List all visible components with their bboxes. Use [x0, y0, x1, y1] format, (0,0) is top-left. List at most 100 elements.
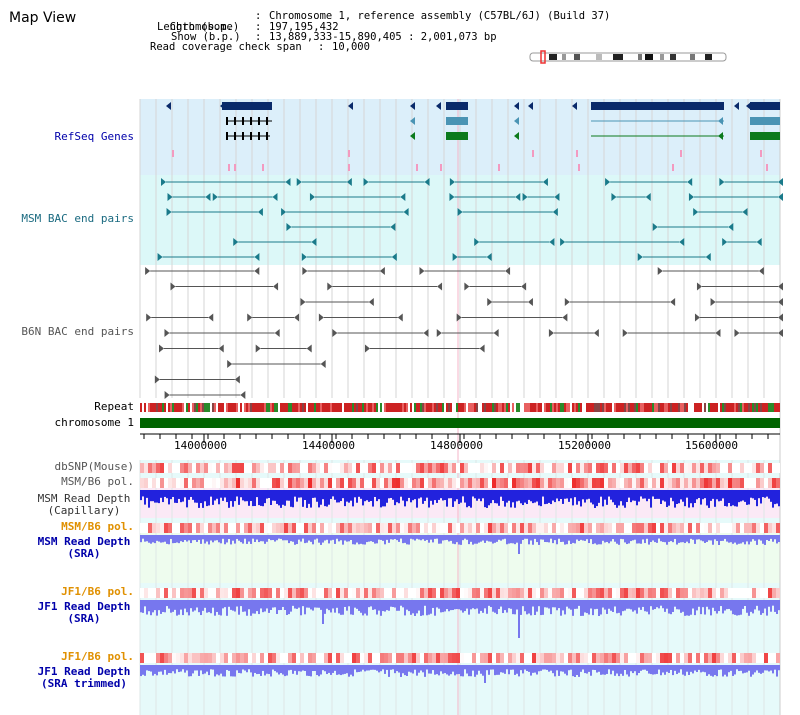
read-depth-bar: [540, 535, 542, 540]
polymorphism-heat-cell: [280, 523, 284, 533]
track-label-jf1-b6-pol-1[interactable]: JF1/B6 pol.: [61, 585, 134, 598]
track-label-jf1-depth-sra[interactable]: JF1 Read Depth (SRA): [28, 601, 140, 625]
polymorphism-heat-cell: [208, 588, 212, 598]
bac-end-marker: [694, 313, 700, 322]
polymorphism-heat-cell: [220, 478, 224, 488]
polymorphism-heat-cell: [588, 478, 592, 488]
polymorphism-heat-cell: [148, 523, 152, 533]
read-depth-bar: [590, 600, 592, 609]
read-depth-bar: [282, 600, 284, 607]
read-depth-bar: [324, 600, 326, 614]
read-depth-bar: [544, 600, 546, 608]
polymorphism-heat-cell: [312, 653, 316, 663]
repeat-segment: [714, 403, 716, 412]
repeat-segment: [562, 403, 564, 412]
read-depth-bar: [558, 490, 560, 502]
read-depth-bar: [424, 535, 426, 541]
read-depth-bar: [706, 490, 708, 506]
polymorphism-heat-cell: [392, 463, 396, 473]
polymorphism-heat-cell: [324, 478, 328, 488]
read-depth-bar: [454, 600, 456, 610]
polymorphism-heat-cell: [200, 653, 204, 663]
read-depth-bar: [178, 490, 180, 499]
read-depth-bar: [232, 535, 234, 541]
read-depth-bar: [412, 490, 414, 501]
chromosome-bar: [140, 418, 780, 428]
bac-end-marker: [542, 178, 548, 186]
read-depth-bar: [630, 600, 632, 610]
read-depth-bar: [576, 665, 578, 675]
read-depth-bar: [364, 535, 366, 545]
read-depth-bar: [714, 490, 716, 507]
bac-end-marker: [306, 344, 312, 353]
read-depth-bar: [700, 535, 702, 541]
track-label-refseq[interactable]: RefSeq Genes: [54, 130, 134, 143]
bac-end-marker: [521, 282, 527, 291]
read-depth-bar: [166, 490, 168, 499]
polymorphism-heat-cell: [484, 653, 488, 663]
track-label-chromosome[interactable]: chromosome 1: [54, 416, 134, 429]
read-depth-bar: [352, 535, 354, 545]
read-depth-bar: [378, 535, 380, 540]
read-depth-bar: [608, 600, 610, 609]
read-depth-bar: [440, 490, 442, 499]
read-depth-bar: [610, 535, 612, 542]
read-depth-bar: [558, 535, 560, 539]
polymorphism-heat-cell: [396, 478, 400, 488]
polymorphism-heat-cell: [740, 523, 744, 533]
read-depth-bar: [488, 600, 490, 606]
polymorphism-heat-cell: [192, 478, 196, 488]
read-depth-bar: [366, 600, 368, 616]
track-label-msm-bac[interactable]: MSM BAC end pairs: [21, 212, 134, 225]
polymorphism-heat-cell: [284, 653, 288, 663]
polymorphism-heat-cell: [468, 588, 472, 598]
polymorphism-heat-cell: [648, 653, 652, 663]
polymorphism-heat-cell: [212, 463, 216, 473]
read-depth-bar: [320, 490, 322, 505]
polymorphism-heat-cell: [260, 463, 264, 473]
polymorphism-heat-cell: [316, 478, 320, 488]
track-label-repeat[interactable]: Repeat: [94, 400, 134, 413]
polymorphism-heat-cell: [464, 478, 468, 488]
track-label-msm-depth-capillary[interactable]: MSM Read Depth (Capillary): [28, 493, 140, 517]
read-depth-bar: [488, 665, 490, 675]
polymorphism-heat-cell: [424, 653, 428, 663]
track-label-jf1-b6-pol-2[interactable]: JF1/B6 pol.: [61, 650, 134, 663]
read-depth-bar: [154, 535, 156, 544]
read-depth-bar: [554, 665, 556, 677]
repeat-segment: [470, 403, 472, 412]
read-depth-bar: [290, 600, 292, 612]
read-depth-bar: [554, 600, 556, 608]
polymorphism-heat-cell: [500, 588, 504, 598]
polymorphism-heat-cell: [604, 478, 608, 488]
polymorphism-heat-cell: [376, 588, 380, 598]
track-label-jf1-depth-trimmed[interactable]: JF1 Read Depth (SRA trimmed): [28, 666, 140, 690]
track-label-msm-b6-pol-2[interactable]: MSM/B6 pol.: [61, 520, 134, 533]
read-depth-bar: [290, 535, 292, 542]
track-label-msm-b6-pol-1[interactable]: MSM/B6 pol.: [61, 475, 134, 488]
read-depth-bar: [240, 490, 242, 498]
read-depth-bar: [368, 600, 370, 608]
read-depth-bar: [752, 600, 754, 614]
polymorphism-heat-cell: [488, 653, 492, 663]
polymorphism-heat-cell: [212, 653, 216, 663]
polymorphism-heat-cell: [700, 588, 704, 598]
read-depth-bar: [598, 600, 600, 616]
length-sep: :: [255, 21, 262, 33]
read-depth-bar: [222, 535, 224, 539]
polymorphism-heat-cell: [328, 588, 332, 598]
repeat-segment: [626, 403, 628, 412]
track-label-dbsnp[interactable]: dbSNP(Mouse): [54, 460, 134, 473]
polymorphism-heat-cell: [508, 463, 512, 473]
read-depth-bar: [424, 490, 426, 501]
read-depth-bar: [248, 490, 250, 506]
track-label-msm-depth-sra[interactable]: MSM Read Depth (SRA): [28, 536, 140, 560]
read-depth-bar: [336, 490, 338, 503]
polymorphism-heat-cell: [556, 653, 560, 663]
polymorphism-heat-cell: [544, 653, 548, 663]
repeat-segment: [560, 403, 562, 412]
read-depth-bar: [324, 490, 326, 507]
read-depth-bar: [354, 665, 356, 670]
track-label-b6n-bac[interactable]: B6N BAC end pairs: [21, 325, 134, 338]
